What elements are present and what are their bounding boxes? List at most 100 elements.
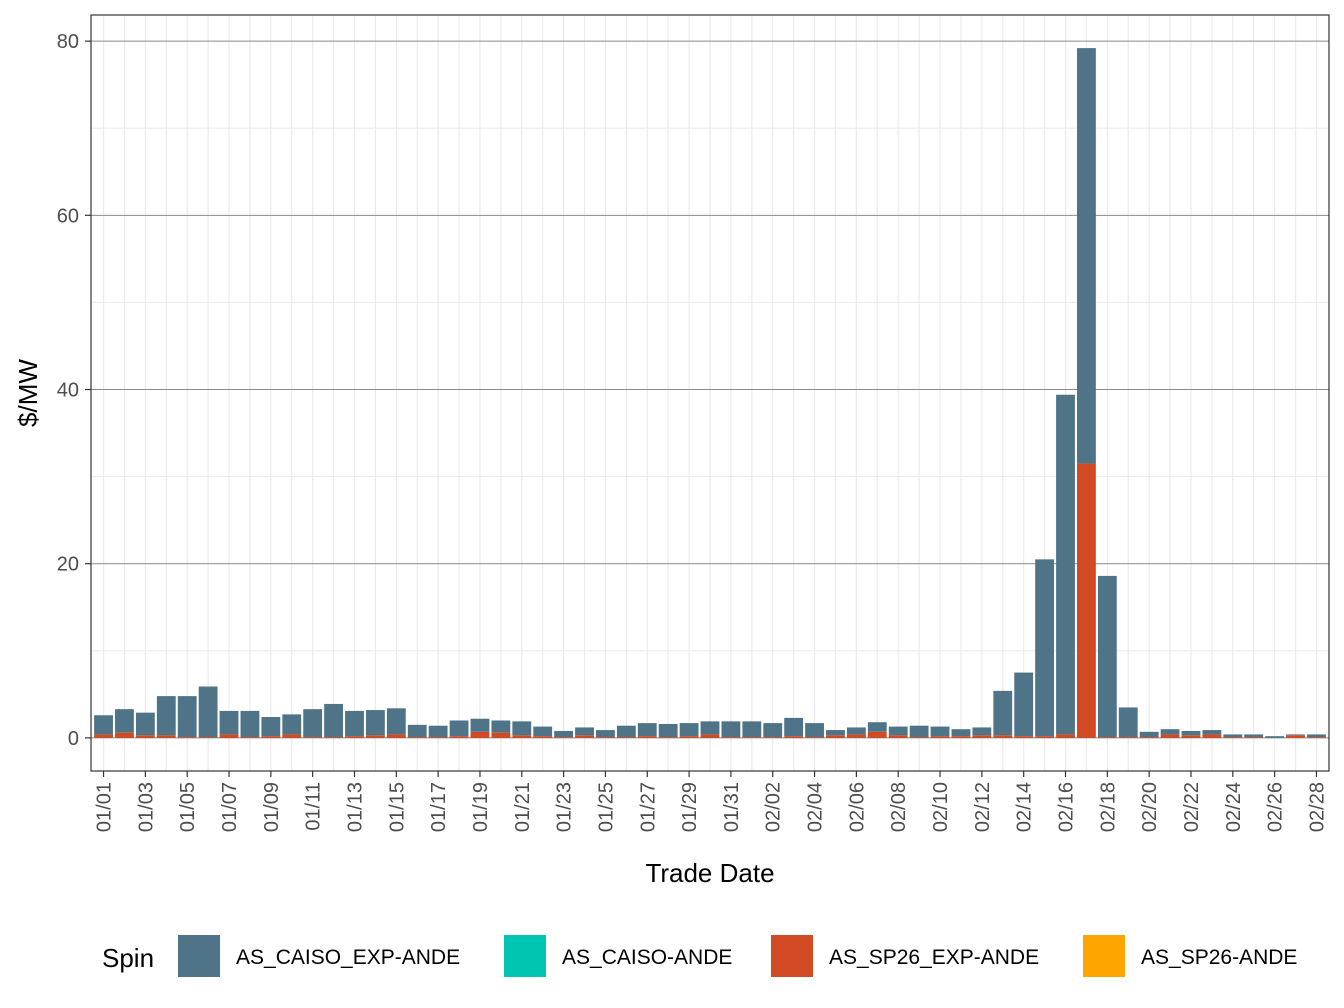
bar-segment	[951, 736, 971, 738]
bar-segment	[658, 737, 678, 738]
bar-segment	[972, 735, 992, 738]
bar-segment	[763, 737, 783, 738]
plot-panel-border	[90, 14, 1330, 772]
bar-segment	[1181, 735, 1201, 738]
bar-segment	[679, 723, 699, 737]
bar-segment	[1244, 734, 1264, 738]
bar-segment	[616, 725, 636, 738]
bar-segment	[1118, 707, 1138, 738]
legend-title: Spin	[102, 943, 154, 973]
bar-segment	[1097, 737, 1117, 738]
bar-segment	[1223, 734, 1243, 738]
bar-segment	[177, 696, 197, 738]
bar-segment	[365, 710, 385, 736]
bar-segment	[1181, 730, 1201, 736]
bar-segment	[198, 737, 218, 738]
bar-segment	[491, 720, 511, 733]
bar-segment	[512, 721, 532, 736]
x-tick-label: 02/28	[1306, 782, 1328, 832]
y-tick-label: 80	[57, 31, 79, 53]
bar-segment	[763, 723, 783, 738]
x-tick-label: 02/14	[1014, 782, 1036, 832]
bar-segment	[1139, 731, 1159, 738]
x-tick-label: 01/03	[135, 782, 157, 832]
x-tick-label: 02/08	[888, 782, 910, 832]
bar-segment	[428, 737, 448, 738]
bar-segment	[177, 737, 197, 738]
y-tick-label: 20	[57, 554, 79, 576]
bar-segment	[1139, 737, 1159, 738]
x-tick-label: 02/22	[1181, 782, 1203, 832]
y-tick-label: 60	[57, 205, 79, 227]
bar-segment	[135, 712, 155, 736]
bar-segment	[867, 731, 887, 738]
bar-segment	[324, 737, 343, 738]
x-tick-label: 01/27	[637, 782, 659, 832]
x-tick-label: 01/31	[721, 782, 743, 832]
bar-segment	[1202, 730, 1222, 735]
bar-segment	[596, 730, 615, 738]
bar-segment	[930, 736, 950, 738]
bar-segment	[846, 734, 866, 738]
bar-segment	[1077, 48, 1096, 464]
x-tick-label: 02/24	[1223, 782, 1245, 832]
bar-segment	[554, 730, 574, 738]
bar-segment	[742, 737, 762, 738]
bar-segment	[533, 726, 553, 737]
bar-segment	[491, 732, 511, 738]
bar-segment	[1265, 736, 1285, 738]
bar-segment	[407, 724, 427, 738]
bar-segment	[156, 696, 176, 736]
legend-key	[178, 935, 220, 977]
bar-segment	[805, 723, 824, 738]
x-tick-label: 01/15	[386, 782, 408, 832]
bar-segment	[219, 734, 239, 738]
x-tick-label: 02/16	[1056, 782, 1078, 832]
bar-segment	[1077, 463, 1096, 738]
x-axis: 01/01 01/03 01/05 01/07 01/09 01/11 01/13 01/15…	[94, 771, 1328, 832]
bar-segment	[282, 714, 302, 735]
bar-segment	[658, 723, 678, 738]
bar-segment	[324, 703, 343, 738]
bar-segment	[700, 734, 720, 738]
bar-segment	[198, 686, 218, 738]
y-tick-label: 0	[68, 728, 79, 750]
legend: Spin AS_CAISO_EXP-ANDE AS_CAISO-ANDE AS_SP…	[102, 935, 1297, 977]
x-tick-label: 02/18	[1097, 782, 1119, 832]
bar-segment	[428, 725, 448, 738]
bar-segment	[784, 717, 804, 737]
bar-segment	[1056, 734, 1075, 738]
bar-segment	[240, 737, 260, 738]
bar-segment	[637, 723, 657, 737]
bar-segment	[386, 708, 406, 735]
legend-label: AS_SP26-ANDE	[1141, 946, 1297, 969]
bar-segment	[1014, 736, 1034, 738]
bar-segment	[784, 736, 804, 738]
x-tick-label: 01/07	[219, 782, 241, 832]
bar-segment	[1014, 672, 1034, 737]
x-tick-label: 02/06	[846, 782, 868, 832]
y-axis: 0 20 40 60 80	[57, 31, 91, 750]
legend-key	[771, 935, 813, 977]
bar-segment	[1286, 734, 1305, 736]
bar-segment	[826, 735, 845, 738]
bar-segment	[993, 735, 1013, 738]
bar-segment	[512, 735, 532, 738]
x-tick-label: 02/12	[972, 782, 994, 832]
bar-segment	[972, 727, 992, 736]
bar-segment	[1160, 734, 1180, 738]
bar-segment	[637, 736, 657, 738]
x-tick-label: 02/20	[1139, 782, 1161, 832]
bar-segment	[261, 717, 281, 737]
bar-segment	[1035, 736, 1055, 738]
bar-segment	[1035, 559, 1055, 737]
bar-segment	[240, 710, 260, 738]
grid-lines	[91, 15, 1329, 771]
x-tick-label: 01/01	[94, 782, 116, 832]
legend-key	[504, 935, 546, 977]
bar-segment	[721, 721, 741, 738]
bar-segment	[575, 735, 594, 738]
bar-segment	[888, 735, 908, 738]
bar-segment	[1223, 737, 1243, 738]
